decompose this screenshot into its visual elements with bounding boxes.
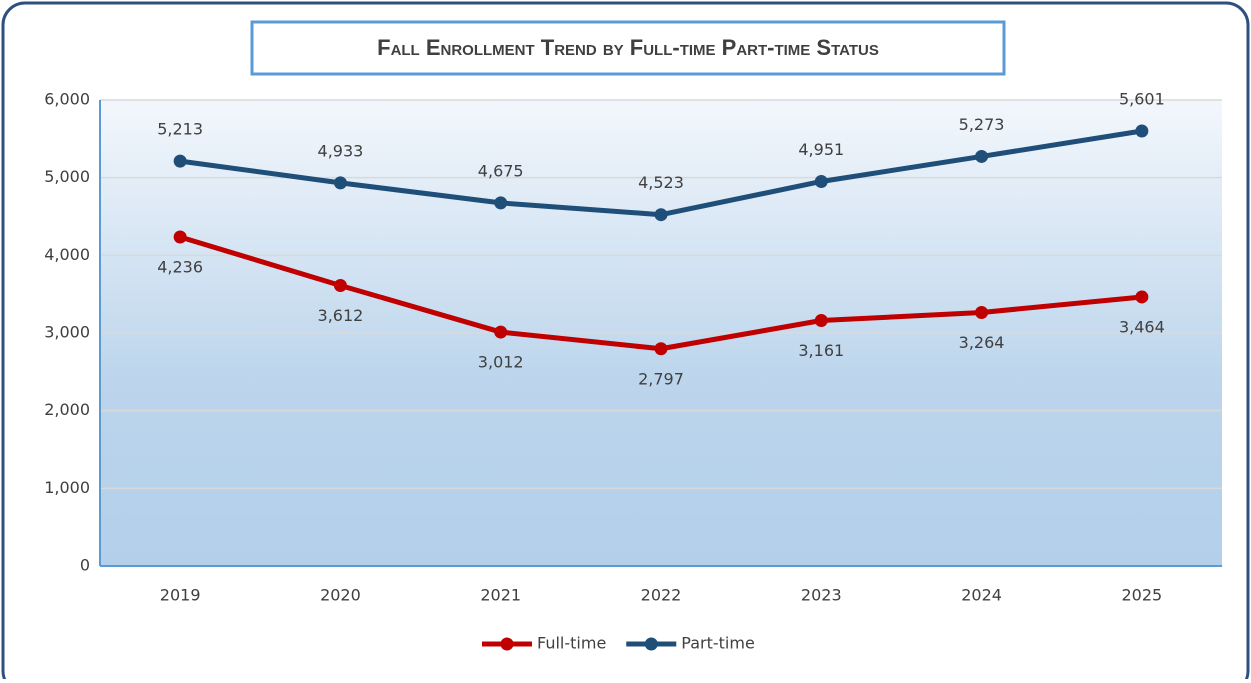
data-point (494, 196, 508, 210)
legend-label: Full-time (537, 634, 606, 653)
data-label: 4,933 (318, 141, 364, 160)
y-tick-label: 2,000 (44, 400, 90, 419)
x-tick-label: 2020 (320, 586, 361, 605)
data-label: 4,236 (157, 258, 203, 277)
y-tick-label: 4,000 (44, 245, 90, 264)
data-point (333, 176, 347, 190)
y-tick-label: 6,000 (44, 90, 90, 109)
data-label: 4,523 (638, 173, 684, 192)
x-tick-label: 2025 (1121, 586, 1162, 605)
x-tick-label: 2022 (641, 586, 682, 605)
data-point (173, 154, 187, 168)
data-label: 4,675 (478, 161, 524, 180)
data-label: 5,273 (959, 115, 1005, 134)
data-point (814, 313, 828, 327)
y-tick-label: 0 (80, 556, 90, 575)
y-tick-label: 3,000 (44, 323, 90, 342)
data-point (1135, 124, 1149, 138)
data-label: 3,264 (959, 333, 1005, 352)
data-point (1135, 290, 1149, 304)
x-tick-label: 2024 (961, 586, 1002, 605)
title-box (250, 20, 1006, 76)
y-tick-label: 1,000 (44, 478, 90, 497)
data-point (654, 208, 668, 222)
legend-marker (500, 637, 514, 651)
data-point (975, 149, 989, 163)
data-point (975, 305, 989, 319)
y-tick-label: 5,000 (44, 167, 90, 186)
data-label: 2,797 (638, 369, 684, 388)
data-label: 3,161 (798, 341, 844, 360)
data-point (333, 278, 347, 292)
chart-title: Fall Enrollment Trend by Full-time Part-… (377, 35, 879, 60)
x-tick-label: 2023 (801, 586, 842, 605)
data-label: 3,012 (478, 353, 524, 372)
data-label: 5,601 (1119, 89, 1165, 108)
data-label: 5,213 (157, 120, 203, 139)
x-tick-label: 2021 (480, 586, 521, 605)
data-point (814, 174, 828, 188)
data-point (494, 325, 508, 339)
legend-label: Part-time (681, 634, 755, 653)
legend-marker (644, 637, 658, 651)
data-point (173, 230, 187, 244)
data-point (654, 342, 668, 356)
data-label: 3,464 (1119, 317, 1165, 336)
x-tick-label: 2019 (160, 586, 201, 605)
data-label: 3,612 (318, 306, 364, 325)
data-label: 4,951 (798, 140, 844, 159)
